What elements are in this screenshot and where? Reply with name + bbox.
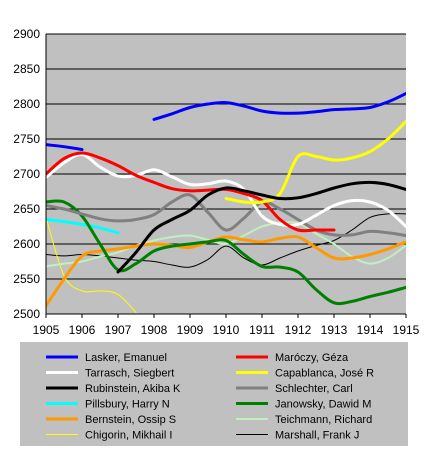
legend-item-pillsbury-harry-n: Pillsbury, Harry N <box>46 399 170 411</box>
legend-item-marshall-frank-j: Marshall, Frank J <box>236 430 359 442</box>
y-tick-label-2800: 2800 <box>13 97 40 111</box>
legend: Lasker, Emanuel Maróczy, Géza Tarrasch, Si… <box>20 342 408 446</box>
series-lines <box>46 92 406 314</box>
series-line-maroczy-geza <box>46 151 336 233</box>
legend-item-schlechter-carl: Schlechter, Carl <box>236 383 353 395</box>
x-tick-label-1910: 1910 <box>213 323 240 337</box>
x-tick-label-1908: 1908 <box>141 323 168 337</box>
series-line-lasker-emanuel-2 <box>152 92 406 121</box>
legend-item-janowsky-dawid-m: Janowsky, Dawid M <box>236 399 371 411</box>
series-line-janowsky-dawid-m <box>46 199 406 306</box>
legend-label-pillsbury-harry-n: Pillsbury, Harry N <box>85 399 170 411</box>
x-tick-label-1914: 1914 <box>357 323 384 337</box>
legend-box <box>20 342 408 446</box>
y-tick-label-2650: 2650 <box>13 202 40 216</box>
legend-item-bernstein-ossip-s: Bernstein, Ossip S <box>46 414 176 426</box>
series-line-tarrasch-siegbert <box>46 152 406 228</box>
legend-label-schlechter-carl: Schlechter, Carl <box>275 383 353 395</box>
series-line-rubinstein-akiba-k <box>116 180 406 274</box>
series-line-capablanca-jose-r <box>224 120 406 205</box>
legend-label-bernstein-ossip-s: Bernstein, Ossip S <box>85 414 176 426</box>
legend-label-teichmann-richard: Teichmann, Richard <box>275 414 372 426</box>
legend-item-capablanca-jose-r: Capablanca, José R <box>236 368 374 380</box>
series-line-schlechter-carl <box>46 193 406 238</box>
legend-item-tarrasch-siegbert: Tarrasch, Siegbert <box>46 368 174 380</box>
y-tick-label-2500: 2500 <box>13 307 40 321</box>
legend-item-lasker-emanuel: Lasker, Emanuel <box>46 352 167 364</box>
y-tick-label-2850: 2850 <box>13 62 40 76</box>
x-tick-label-1906: 1906 <box>69 323 96 337</box>
series-line-marshall-frank-j <box>46 213 406 268</box>
legend-item-chigorin-mikhail-i: Chigorin, Mikhail I <box>46 430 172 442</box>
legend-label-maroczy-geza: Maróczy, Géza <box>275 352 349 364</box>
axes <box>45 34 407 318</box>
series-line-lasker-emanuel-1 <box>46 143 84 151</box>
y-tick-label-2550: 2550 <box>13 272 40 286</box>
series-line-pillsbury-harry-n <box>46 218 120 235</box>
x-tick-label-1911: 1911 <box>249 323 275 337</box>
legend-label-tarrasch-siegbert: Tarrasch, Siegbert <box>85 368 174 380</box>
tick-labels: 2500 2550 2600 2650 2700 2750 2800 2850 2900 1905… <box>13 27 419 337</box>
legend-label-janowsky-dawid-m: Janowsky, Dawid M <box>275 399 371 411</box>
legend-label-rubinstein-akiba-k: Rubinstein, Akiba K <box>85 383 181 395</box>
legend-item-rubinstein-akiba-k: Rubinstein, Akiba K <box>46 383 181 395</box>
series-line-chigorin-mikhail-i <box>46 216 137 314</box>
x-tick-label-1909: 1909 <box>177 323 204 337</box>
y-tick-label-2700: 2700 <box>13 167 40 181</box>
x-tick-label-1905: 1905 <box>33 323 60 337</box>
x-tick-label-1915: 1915 <box>393 323 420 337</box>
y-tick-label-2750: 2750 <box>13 132 40 146</box>
legend-label-chigorin-mikhail-i: Chigorin, Mikhail I <box>85 430 172 442</box>
legend-label-lasker-emanuel: Lasker, Emanuel <box>85 352 167 364</box>
legend-label-capablanca-jose-r: Capablanca, José R <box>275 368 374 380</box>
legend-item-maroczy-geza: Maróczy, Géza <box>236 352 349 364</box>
legend-item-teichmann-richard: Teichmann, Richard <box>236 414 372 426</box>
x-tick-label-1913: 1913 <box>321 323 348 337</box>
x-tick-label-1907: 1907 <box>105 323 132 337</box>
y-tick-label-2900: 2900 <box>13 27 40 41</box>
legend-label-marshall-frank-j: Marshall, Frank J <box>275 430 359 442</box>
y-tick-label-2600: 2600 <box>13 237 40 251</box>
x-tick-label-1912: 1912 <box>285 323 312 337</box>
